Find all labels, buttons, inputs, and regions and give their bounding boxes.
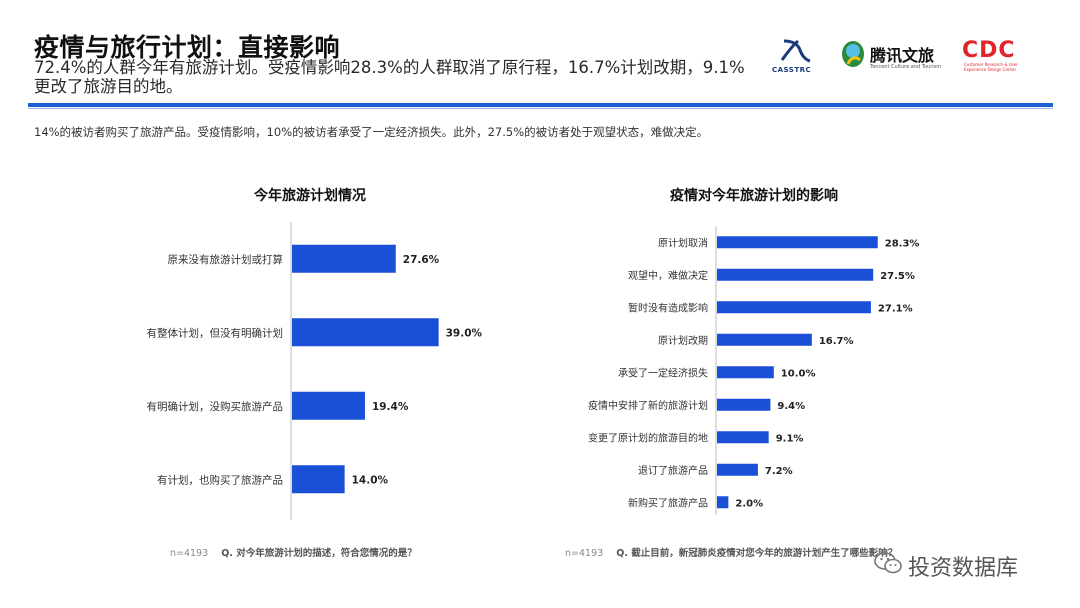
bar <box>717 431 769 444</box>
category-label: 原计划改期 <box>658 334 708 347</box>
value-label: 9.1% <box>776 433 804 444</box>
tencent-culture-logo: 腾讯文旅 Tencent Culture and Tourism <box>840 38 950 78</box>
value-label: 2.0% <box>735 498 763 509</box>
category-label: 变更了原计划的旅游目的地 <box>588 431 708 444</box>
watermark: 投资数据库 <box>874 548 1046 581</box>
bar <box>717 301 871 314</box>
value-label: 19.4% <box>372 401 409 413</box>
tencent-logo-subtext: Tencent Culture and Tourism <box>870 64 942 70</box>
bar <box>292 391 365 420</box>
bar <box>292 465 345 494</box>
value-label: 27.1% <box>878 303 913 314</box>
watermark-text: 投资数据库 <box>908 556 1019 581</box>
category-label: 原来没有旅游计划或打算 <box>168 253 284 266</box>
sample-size-left: n=4193 <box>170 548 209 559</box>
cdc-logo-text: CDC <box>962 38 1016 63</box>
tencent-leaf-icon <box>842 41 864 67</box>
cdc-logo-subtext: Customer Research & User Experience Desi… <box>964 62 1018 72</box>
category-label: 原计划取消 <box>658 236 708 249</box>
footnote-right: n=4193 Q. 截止目前，新冠肺炎疫情对您今年的旅游计划产生了哪些影响？ <box>565 545 897 559</box>
value-label: 14.0% <box>352 474 389 486</box>
footnote-left: n=4193 Q. 对今年旅游计划的描述，符合您情况的是？ <box>170 545 417 559</box>
bar <box>717 496 729 509</box>
value-label: 16.7% <box>819 336 854 347</box>
question-left: Q. 对今年旅游计划的描述，符合您情况的是？ <box>221 548 417 559</box>
category-label: 观望中，难做决定 <box>628 269 708 282</box>
casstrc-logo-text: CASSTRC <box>772 66 812 74</box>
chart-title: 疫情对今年旅游计划的影响 <box>670 187 838 204</box>
header-divider-thin <box>28 108 1053 109</box>
value-label: 10.0% <box>781 368 816 379</box>
category-label: 有计划，也购买了旅游产品 <box>157 473 283 486</box>
bar <box>717 366 774 379</box>
category-label: 疫情中安排了新的旅游计划 <box>588 399 708 412</box>
chart-title: 今年旅游计划情况 <box>253 187 366 204</box>
casstrc-logo: CASSTRC <box>772 38 818 78</box>
value-label: 27.6% <box>403 254 440 266</box>
category-label: 退订了旅游产品 <box>638 464 708 477</box>
category-label: 承受了一定经济损失 <box>618 366 708 379</box>
value-label: 27.5% <box>880 271 915 282</box>
tencent-logo-text: 腾讯文旅 <box>870 46 935 65</box>
bar <box>717 463 758 476</box>
category-label: 有明确计划，没购买旅游产品 <box>147 400 284 413</box>
value-label: 9.4% <box>777 401 805 412</box>
summary-note: 14%的被访者购买了旅游产品。受疫情影响，10%的被访者承受了一定经济损失。此外… <box>34 125 709 139</box>
bar <box>717 236 878 249</box>
value-label: 39.0% <box>446 327 483 339</box>
page-subtitle: 72.4%的人群今年有旅游计划。受疫情影响28.3%的人群取消了原行程，16.7… <box>34 58 745 96</box>
value-label: 7.2% <box>765 466 793 477</box>
category-label: 暂时没有造成影响 <box>628 301 708 314</box>
bar <box>292 244 396 273</box>
cdc-logo: CDC Customer Research & User Experience … <box>962 38 1040 78</box>
category-label: 新购买了旅游产品 <box>628 496 708 509</box>
wechat-icon <box>874 552 902 574</box>
page-title: 疫情与旅行计划：直接影响 <box>34 33 341 62</box>
bar <box>717 268 874 281</box>
header-divider <box>28 103 1053 107</box>
bar <box>717 333 812 346</box>
value-label: 28.3% <box>885 238 920 249</box>
casstrc-logo-icon <box>780 39 811 63</box>
bar <box>292 318 439 347</box>
category-label: 有整体计划，但没有明确计划 <box>147 326 284 339</box>
sample-size-right: n=4193 <box>565 548 604 559</box>
question-right: Q. 截止目前，新冠肺炎疫情对您今年的旅游计划产生了哪些影响？ <box>616 548 898 559</box>
bar <box>717 398 771 411</box>
